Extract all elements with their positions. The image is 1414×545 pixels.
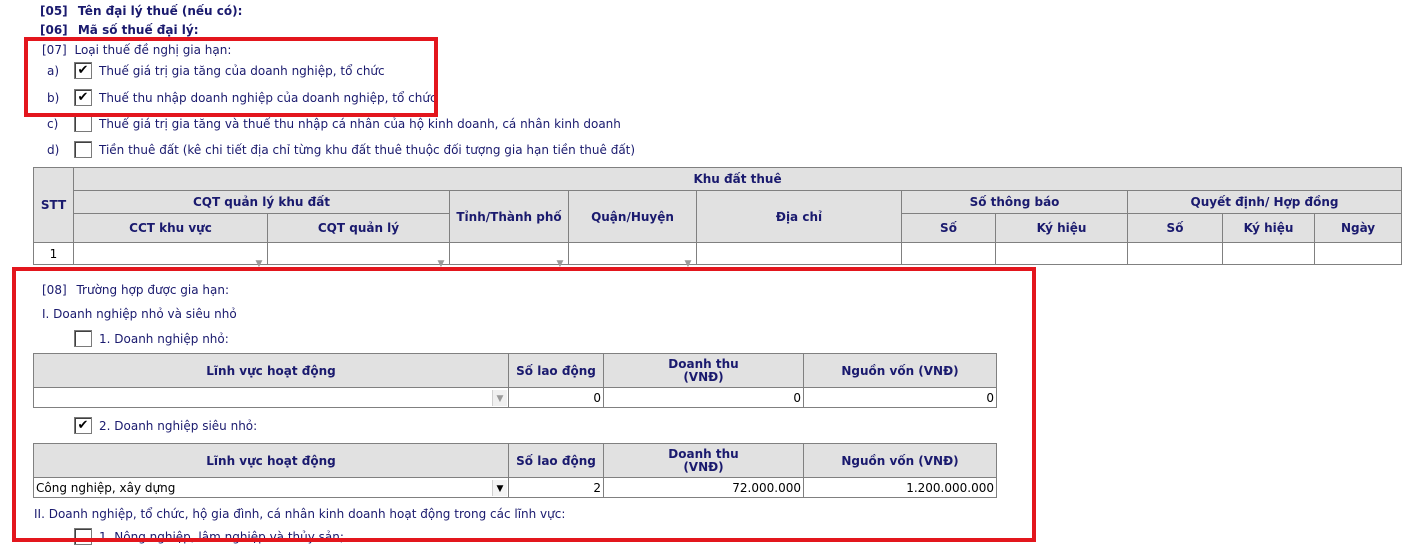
option-a-checkbox[interactable]: ✔ [74,62,92,79]
option-d-key: d) [47,143,60,157]
col-so-lao-dong: Số lao động [508,353,604,388]
col-qd-so: Số [1127,213,1223,243]
field-07-heading: [07] Loại thuế đề nghị gia hạn: [42,43,231,57]
quan-huyen-select[interactable]: ▼ [568,242,697,269]
table-row: 1 ▼ ▼ ▼ ▼ [33,242,1403,269]
option-c-checkbox[interactable] [74,115,92,132]
row-stt: 1 [33,242,74,265]
micro-linh-vuc-value: Công nghiệp, xây dựng [36,480,176,495]
small-business-table: Lĩnh vực hoạt động Số lao động Doanh thu… [33,353,997,408]
micro-business-label: 2. Doanh nghiệp siêu nhỏ: [99,419,258,433]
col-nguon-von: Nguồn vốn (VNĐ) [803,443,997,478]
field-08-heading: [08] Trường hợp được gia hạn: [42,283,229,297]
cqt-quan-ly-select[interactable]: ▼ [267,242,450,269]
micro-linh-vuc-select[interactable]: Công nghiệp, xây dựng ▼ [33,477,509,498]
col-so-lao-dong: Số lao động [508,443,604,478]
chevron-down-icon[interactable]: ▼ [492,389,507,406]
col-doanh-thu-line2: (VNĐ) [683,459,724,474]
small-linh-vuc-select[interactable]: ▼ [33,387,509,408]
col-dia-chi: Địa chỉ [696,190,902,243]
col-doanh-thu-line1: Doanh thu [668,356,739,371]
field-07-code: [07] [42,43,67,57]
chevron-down-icon[interactable]: ▼ [492,479,507,496]
col-stt: STT [33,167,74,243]
field-06-code: [06] [40,23,68,37]
option-c-label: Thuế giá trị gia tăng và thuế thu nhập c… [99,117,621,131]
micro-doanh-thu-input[interactable]: 72.000.000 [603,477,804,498]
qd-ngay-input[interactable] [1313,242,1403,265]
col-cqt-quan-ly-khu-dat: CQT quản lý khu đất [73,190,450,214]
option-d-label: Tiền thuê đất (kê chi tiết địa chỉ từng … [99,143,636,157]
col-so-thong-bao: Số thông báo [901,190,1128,214]
col-quan-huyen: Quận/Huyện [568,190,697,243]
option-a-label: Thuế giá trị gia tăng của doanh nghiệp, … [99,64,385,78]
field-05-label: Tên đại lý thuế (nếu có): [77,4,243,18]
field-08-label: Trường hợp được gia hạn: [76,283,230,297]
col-tb-so: Số [901,213,996,243]
qd-so-input[interactable] [1127,242,1223,265]
option-a-key: a) [47,64,60,78]
section-I-title: I. Doanh nghiệp nhỏ và siêu nhỏ [42,307,237,321]
option-b-label: Thuế thu nhập doanh nghiệp của doanh ngh… [99,91,437,105]
option-b-checkbox[interactable]: ✔ [74,89,92,106]
col-doanh-thu-line1: Doanh thu [668,446,739,461]
col-linh-vuc: Lĩnh vực hoạt động [33,443,509,478]
col-qd-ngay: Ngày [1313,213,1403,243]
field-05: [05] Tên đại lý thuế (nếu có): [40,4,242,18]
table-row: ▼ 0 0 0 [33,387,997,408]
micro-business-checkbox[interactable]: ✔ [74,417,92,434]
table-row: Công nghiệp, xây dựng ▼ 2 72.000.000 1.20… [33,477,997,498]
qd-ky-hieu-input[interactable] [1222,242,1315,265]
small-business-checkbox[interactable] [74,330,92,347]
tb-so-input[interactable] [901,242,996,265]
small-business-label: 1. Doanh nghiệp nhỏ: [99,332,229,346]
option-d-checkbox[interactable] [74,141,92,158]
field-06-label: Mã số thuế đại lý: [77,23,199,37]
micro-nguon-von-input[interactable]: 1.200.000.000 [803,477,997,498]
highlight-box-08 [12,267,1036,542]
small-nguon-von-input[interactable]: 0 [803,387,997,408]
cct-khu-vuc-select[interactable]: ▼ [73,242,268,269]
col-quyet-dinh: Quyết định/ Hợp đồng [1126,190,1403,214]
field-05-code: [05] [40,4,68,18]
col-tb-ky-hieu: Ký hiệu [995,213,1128,243]
col-doanh-thu: Doanh thu (VNĐ) [603,443,804,478]
land-rent-table: STT Khu đất thuê CQT quản lý khu đất Tỉn… [33,167,1403,269]
field-07-label: Loại thuế đề nghị gia hạn: [74,43,232,57]
option-b-key: b) [47,91,60,105]
col-cct-khu-vuc: CCT khu vực [73,213,268,243]
option-c-key: c) [47,117,59,131]
tinh-select[interactable]: ▼ [449,242,569,269]
col-khu-dat-thue: Khu đất thuê [72,167,1403,191]
col-doanh-thu-line2: (VNĐ) [683,369,724,384]
col-linh-vuc: Lĩnh vực hoạt động [33,353,509,388]
col-cqt-quan-ly: CQT quản lý [267,213,450,243]
section-II-title: II. Doanh nghiệp, tổ chức, hộ gia đình, … [34,507,566,521]
dia-chi-input[interactable] [696,242,902,265]
field-08-code: [08] [42,283,67,297]
col-qd-ky-hieu: Ký hiệu [1222,213,1315,243]
tb-ky-hieu-input[interactable] [995,242,1128,265]
highlight-box-07 [24,37,438,117]
col-tinh-thanh-pho: Tỉnh/Thành phố [449,190,569,243]
field-06: [06] Mã số thuế đại lý: [40,23,199,37]
micro-business-table: Lĩnh vực hoạt động Số lao động Doanh thu… [33,443,997,498]
small-doanh-thu-input[interactable]: 0 [603,387,804,408]
